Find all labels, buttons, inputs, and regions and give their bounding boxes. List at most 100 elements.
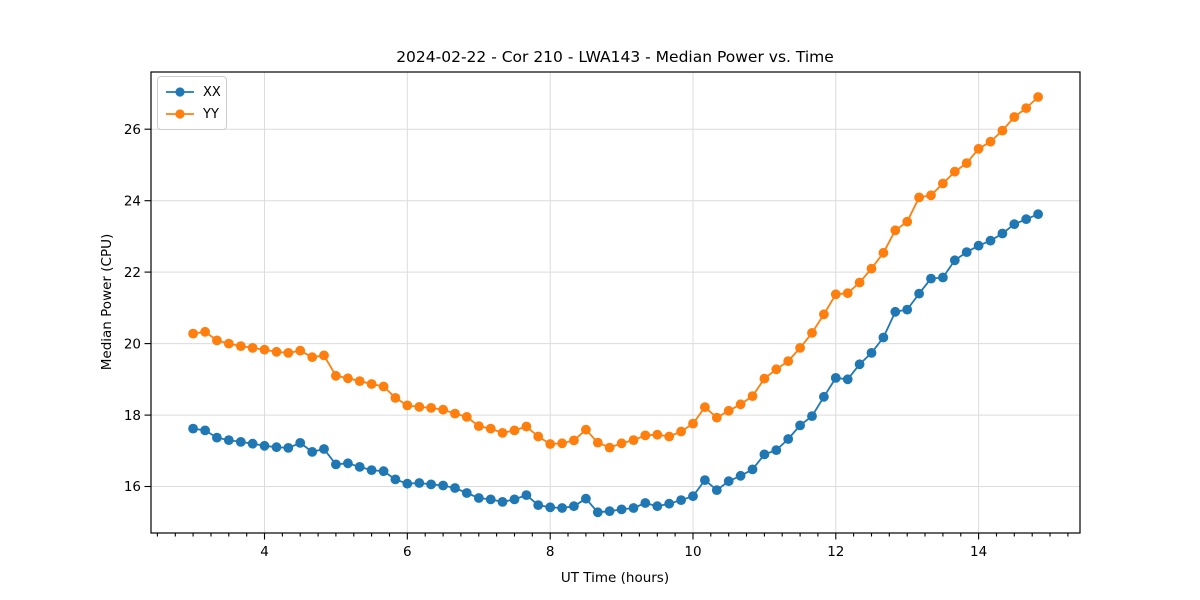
data-point <box>331 370 341 381</box>
data-point <box>830 289 841 300</box>
data-point <box>771 364 782 375</box>
data-point <box>581 493 591 504</box>
data-point <box>259 440 270 451</box>
data-point <box>926 273 936 284</box>
x-tick-label: 14 <box>970 544 987 560</box>
data-point <box>652 429 663 440</box>
data-point <box>735 470 746 481</box>
data-point <box>747 464 758 475</box>
data-point <box>711 412 722 423</box>
data-point <box>640 430 651 441</box>
data-point <box>783 434 794 444</box>
data-point <box>949 166 960 177</box>
data-point <box>723 476 734 487</box>
data-point <box>426 479 436 490</box>
y-tick-label: 24 <box>124 193 141 209</box>
legend-label: XX <box>203 84 221 100</box>
data-point <box>902 304 913 315</box>
data-point <box>271 346 282 357</box>
data-point <box>461 412 472 422</box>
data-point <box>223 338 234 349</box>
data-point <box>854 359 865 370</box>
data-point <box>343 458 353 469</box>
data-point <box>688 418 698 429</box>
data-point <box>676 426 686 437</box>
x-tick-label: 10 <box>684 544 701 560</box>
data-point <box>223 435 234 445</box>
data-point <box>926 190 936 201</box>
data-point <box>961 247 972 257</box>
data-point <box>759 373 770 384</box>
data-point <box>569 501 579 512</box>
data-point <box>783 356 794 366</box>
data-point <box>295 345 306 356</box>
data-point <box>854 277 865 288</box>
data-point <box>604 442 615 453</box>
legend-item-XX: XX <box>165 81 221 103</box>
data-point <box>390 393 401 403</box>
data-point <box>604 506 615 517</box>
data-point <box>866 263 877 274</box>
data-point <box>735 399 746 410</box>
data-point <box>450 483 460 493</box>
data-point <box>628 503 639 513</box>
data-point <box>402 478 413 489</box>
legend-label: YY <box>203 106 219 122</box>
legend-line-sample <box>166 87 194 97</box>
data-point <box>497 497 508 507</box>
data-point <box>331 459 341 470</box>
data-point <box>473 493 484 503</box>
x-tick-label: 12 <box>827 544 844 560</box>
data-point <box>842 288 853 299</box>
y-tick-label: 26 <box>124 122 141 138</box>
y-tick-label: 16 <box>124 479 141 495</box>
data-point <box>200 425 211 436</box>
plot-border <box>150 71 1081 534</box>
data-point <box>485 423 496 434</box>
data-point <box>557 438 567 449</box>
data-point <box>592 507 603 518</box>
data-point <box>592 437 603 448</box>
data-point <box>212 335 222 346</box>
data-point <box>938 178 948 189</box>
y-tick-label: 20 <box>124 336 141 352</box>
data-point <box>307 352 318 363</box>
data-point <box>902 216 913 227</box>
data-point <box>819 309 829 320</box>
data-point <box>771 445 782 455</box>
data-point <box>1021 214 1032 225</box>
data-point <box>1033 209 1043 220</box>
data-point <box>259 344 270 355</box>
legend: XX YY <box>157 76 227 130</box>
data-point <box>616 438 627 449</box>
data-point <box>557 503 567 513</box>
data-point <box>973 143 984 154</box>
data-point <box>866 348 877 358</box>
data-point <box>188 423 199 434</box>
data-point <box>807 411 817 421</box>
data-point <box>652 501 663 512</box>
data-point <box>664 431 675 442</box>
data-point <box>509 494 520 505</box>
data-point <box>914 288 924 299</box>
x-tick-label: 6 <box>403 544 412 560</box>
data-point <box>235 437 246 447</box>
data-point <box>307 447 318 457</box>
data-point <box>450 408 460 419</box>
data-point <box>366 379 377 389</box>
data-point <box>438 480 448 491</box>
data-point <box>890 306 901 317</box>
data-point <box>616 504 627 515</box>
series-YY <box>188 92 1043 453</box>
data-point <box>700 402 710 413</box>
data-point <box>807 328 817 338</box>
data-point <box>390 474 401 485</box>
data-point <box>676 495 686 505</box>
data-point <box>569 435 579 446</box>
data-point <box>414 402 425 412</box>
data-point <box>688 491 698 502</box>
data-point <box>640 498 651 508</box>
data-point <box>378 466 389 477</box>
legend-item-YY: YY <box>165 103 219 125</box>
